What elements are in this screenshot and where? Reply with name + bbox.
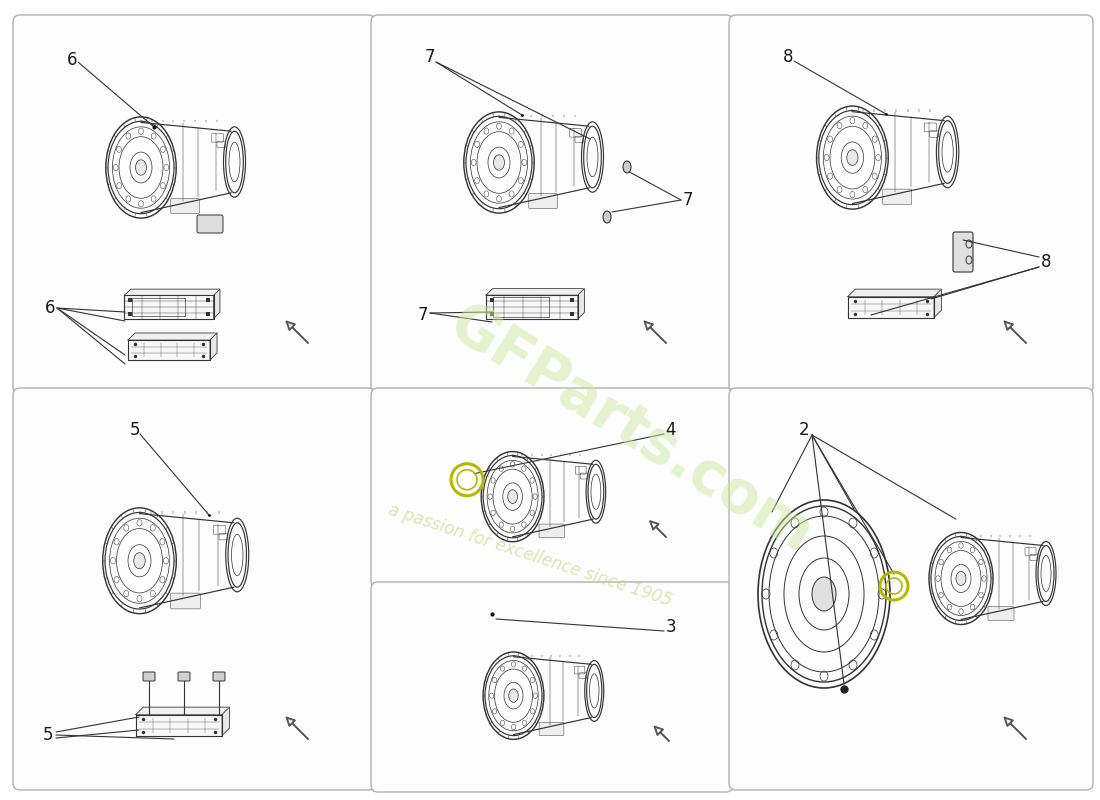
Ellipse shape <box>135 160 146 175</box>
Polygon shape <box>136 714 222 735</box>
Text: a passion for excellence since 1905: a passion for excellence since 1905 <box>386 501 674 610</box>
Text: 7: 7 <box>425 48 436 66</box>
Text: 8: 8 <box>1041 253 1052 271</box>
Bar <box>132 298 185 316</box>
Text: 4: 4 <box>666 421 676 439</box>
FancyBboxPatch shape <box>13 15 375 394</box>
Polygon shape <box>222 707 230 735</box>
Polygon shape <box>124 289 220 295</box>
FancyBboxPatch shape <box>170 593 200 609</box>
FancyBboxPatch shape <box>529 194 558 209</box>
Text: 5: 5 <box>130 421 141 439</box>
Polygon shape <box>136 707 230 714</box>
Ellipse shape <box>494 154 505 170</box>
Text: 3: 3 <box>666 618 676 636</box>
Text: 5: 5 <box>43 726 53 744</box>
FancyBboxPatch shape <box>371 388 733 588</box>
FancyBboxPatch shape <box>539 524 564 538</box>
Ellipse shape <box>603 211 611 223</box>
Polygon shape <box>128 340 210 360</box>
Ellipse shape <box>623 161 631 173</box>
Ellipse shape <box>508 490 517 503</box>
Polygon shape <box>213 289 220 318</box>
Ellipse shape <box>134 553 145 569</box>
Text: 7: 7 <box>418 306 428 324</box>
Text: GFParts.com: GFParts.com <box>438 295 822 565</box>
FancyBboxPatch shape <box>13 388 375 790</box>
FancyBboxPatch shape <box>371 15 733 394</box>
FancyBboxPatch shape <box>371 582 733 792</box>
Text: 7: 7 <box>683 191 693 209</box>
Text: 6: 6 <box>45 299 55 317</box>
Ellipse shape <box>508 689 518 702</box>
Polygon shape <box>128 333 217 340</box>
Polygon shape <box>124 295 213 318</box>
FancyBboxPatch shape <box>539 722 564 736</box>
Text: 6: 6 <box>67 51 77 69</box>
Polygon shape <box>848 289 942 297</box>
FancyBboxPatch shape <box>213 672 226 681</box>
Bar <box>494 298 549 317</box>
Polygon shape <box>210 333 217 360</box>
FancyBboxPatch shape <box>197 215 223 233</box>
FancyBboxPatch shape <box>883 189 912 205</box>
FancyBboxPatch shape <box>729 388 1093 790</box>
Polygon shape <box>578 289 584 319</box>
FancyBboxPatch shape <box>143 672 155 681</box>
Polygon shape <box>848 297 934 318</box>
FancyBboxPatch shape <box>953 232 974 272</box>
Ellipse shape <box>956 571 966 586</box>
Ellipse shape <box>812 577 836 611</box>
Polygon shape <box>486 295 578 319</box>
Polygon shape <box>486 289 584 295</box>
FancyBboxPatch shape <box>988 606 1014 621</box>
FancyBboxPatch shape <box>178 672 190 681</box>
FancyBboxPatch shape <box>729 15 1093 394</box>
FancyBboxPatch shape <box>170 198 199 214</box>
Polygon shape <box>934 289 942 318</box>
Text: 2: 2 <box>799 421 810 439</box>
Text: 8: 8 <box>783 48 793 66</box>
Ellipse shape <box>847 150 858 166</box>
